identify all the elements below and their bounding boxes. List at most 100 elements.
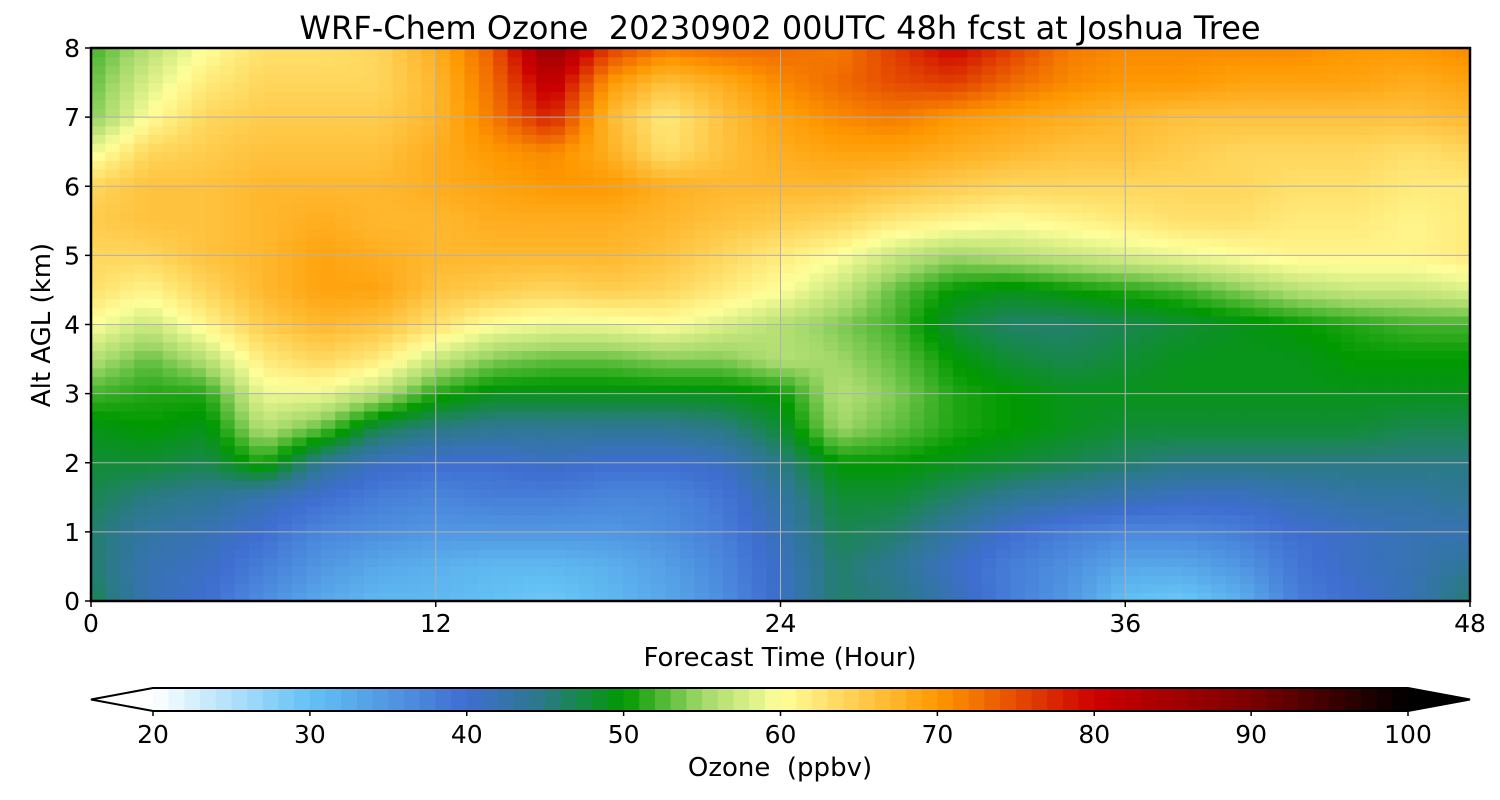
heatmap-cell bbox=[766, 281, 782, 291]
heatmap-cell bbox=[1311, 575, 1327, 585]
heatmap-cell bbox=[1311, 583, 1327, 593]
heatmap-cell bbox=[981, 367, 997, 377]
heatmap-cell bbox=[665, 462, 681, 472]
heatmap-cell bbox=[91, 246, 106, 256]
heatmap-cell bbox=[1024, 238, 1040, 248]
heatmap-cell bbox=[536, 298, 552, 308]
heatmap-cell bbox=[852, 523, 868, 533]
heatmap-cell bbox=[1426, 264, 1442, 274]
heatmap-cell bbox=[450, 393, 466, 403]
heatmap-cell bbox=[651, 497, 667, 507]
heatmap-cell bbox=[335, 177, 351, 187]
heatmap-cell bbox=[1225, 229, 1241, 239]
heatmap-cell bbox=[536, 402, 552, 412]
heatmap-cell bbox=[766, 246, 782, 256]
heatmap-cell bbox=[924, 419, 940, 429]
heatmap-cell bbox=[967, 307, 983, 317]
heatmap-cell bbox=[507, 333, 523, 343]
heatmap-cell bbox=[521, 505, 537, 516]
heatmap-cell bbox=[751, 488, 767, 498]
heatmap-cell bbox=[579, 160, 595, 170]
heatmap-cell bbox=[1182, 488, 1198, 498]
heatmap-cell bbox=[967, 557, 983, 568]
heatmap-cell bbox=[220, 462, 236, 472]
heatmap-cell bbox=[981, 289, 997, 300]
heatmap-cell bbox=[1010, 462, 1026, 472]
heatmap-cell bbox=[91, 238, 106, 248]
heatmap-cell bbox=[421, 307, 437, 317]
heatmap-cell bbox=[766, 402, 782, 412]
heatmap-cell bbox=[191, 384, 207, 395]
heatmap-cell bbox=[1398, 341, 1414, 352]
heatmap-cell bbox=[1441, 514, 1457, 524]
heatmap-cell bbox=[881, 505, 897, 516]
heatmap-cell bbox=[1125, 384, 1141, 395]
heatmap-cell bbox=[579, 177, 595, 187]
heatmap-cell bbox=[249, 419, 264, 429]
heatmap-cell bbox=[1297, 194, 1313, 205]
heatmap-cell bbox=[938, 497, 954, 507]
heatmap-cell bbox=[579, 583, 595, 593]
heatmap-cell bbox=[1153, 333, 1169, 343]
heatmap-cell bbox=[1383, 592, 1399, 601]
heatmap-cell bbox=[134, 514, 150, 524]
heatmap-cell bbox=[1067, 402, 1083, 412]
heatmap-cell bbox=[320, 454, 336, 464]
heatmap-cell bbox=[636, 419, 652, 429]
heatmap-cell bbox=[1082, 229, 1098, 239]
heatmap-cell bbox=[737, 289, 753, 300]
heatmap-cell bbox=[1110, 428, 1126, 438]
heatmap-cell bbox=[363, 419, 379, 429]
heatmap-cell bbox=[881, 592, 897, 601]
heatmap-cell bbox=[823, 540, 839, 550]
heatmap-cell bbox=[421, 186, 437, 196]
heatmap-cell bbox=[895, 471, 911, 481]
heatmap-cell bbox=[1139, 151, 1155, 161]
heatmap-cell bbox=[723, 505, 738, 516]
heatmap-cell bbox=[1082, 419, 1098, 429]
heatmap-cell bbox=[421, 264, 437, 274]
heatmap-cell bbox=[1182, 505, 1198, 516]
heatmap-cell bbox=[1168, 177, 1184, 187]
heatmap-cell bbox=[421, 220, 437, 231]
heatmap-cell bbox=[1168, 454, 1184, 464]
heatmap-cell bbox=[1153, 419, 1169, 429]
heatmap-cell bbox=[852, 220, 868, 231]
heatmap-cell bbox=[1197, 151, 1213, 161]
heatmap-cell bbox=[148, 583, 164, 593]
heatmap-cell bbox=[938, 307, 954, 317]
heatmap-cell bbox=[521, 445, 537, 455]
heatmap-cell bbox=[320, 186, 336, 196]
heatmap-cell bbox=[665, 203, 681, 213]
heatmap-cell bbox=[1455, 454, 1470, 464]
heatmap-cell bbox=[507, 531, 523, 542]
heatmap-cell bbox=[205, 341, 221, 352]
heatmap-cell bbox=[881, 350, 897, 360]
heatmap-cell bbox=[723, 289, 738, 300]
heatmap-cell bbox=[1455, 497, 1470, 507]
heatmap-cell bbox=[464, 168, 480, 179]
heatmap-cell bbox=[507, 177, 523, 187]
heatmap-cell bbox=[1197, 540, 1213, 550]
heatmap-cell bbox=[134, 367, 150, 377]
heatmap-cell bbox=[1182, 419, 1198, 429]
heatmap-cell bbox=[249, 315, 264, 326]
heatmap-cell bbox=[1125, 281, 1141, 291]
heatmap-cell bbox=[679, 393, 695, 403]
heatmap-cell bbox=[651, 341, 667, 352]
heatmap-cell bbox=[1340, 255, 1356, 265]
heatmap-cell bbox=[967, 393, 983, 403]
heatmap-cell bbox=[234, 540, 250, 550]
heatmap-cell bbox=[579, 428, 595, 438]
heatmap-cell bbox=[306, 359, 322, 369]
heatmap-cell bbox=[105, 419, 121, 429]
heatmap-cell bbox=[162, 341, 178, 352]
heatmap-cell bbox=[1153, 298, 1169, 308]
heatmap-cell bbox=[895, 194, 911, 205]
heatmap-cell bbox=[881, 246, 897, 256]
heatmap-cell bbox=[1340, 203, 1356, 213]
heatmap-cell bbox=[177, 471, 193, 481]
heatmap-cell bbox=[134, 402, 150, 412]
heatmap-cell bbox=[737, 212, 753, 222]
heatmap-cell bbox=[162, 592, 178, 601]
